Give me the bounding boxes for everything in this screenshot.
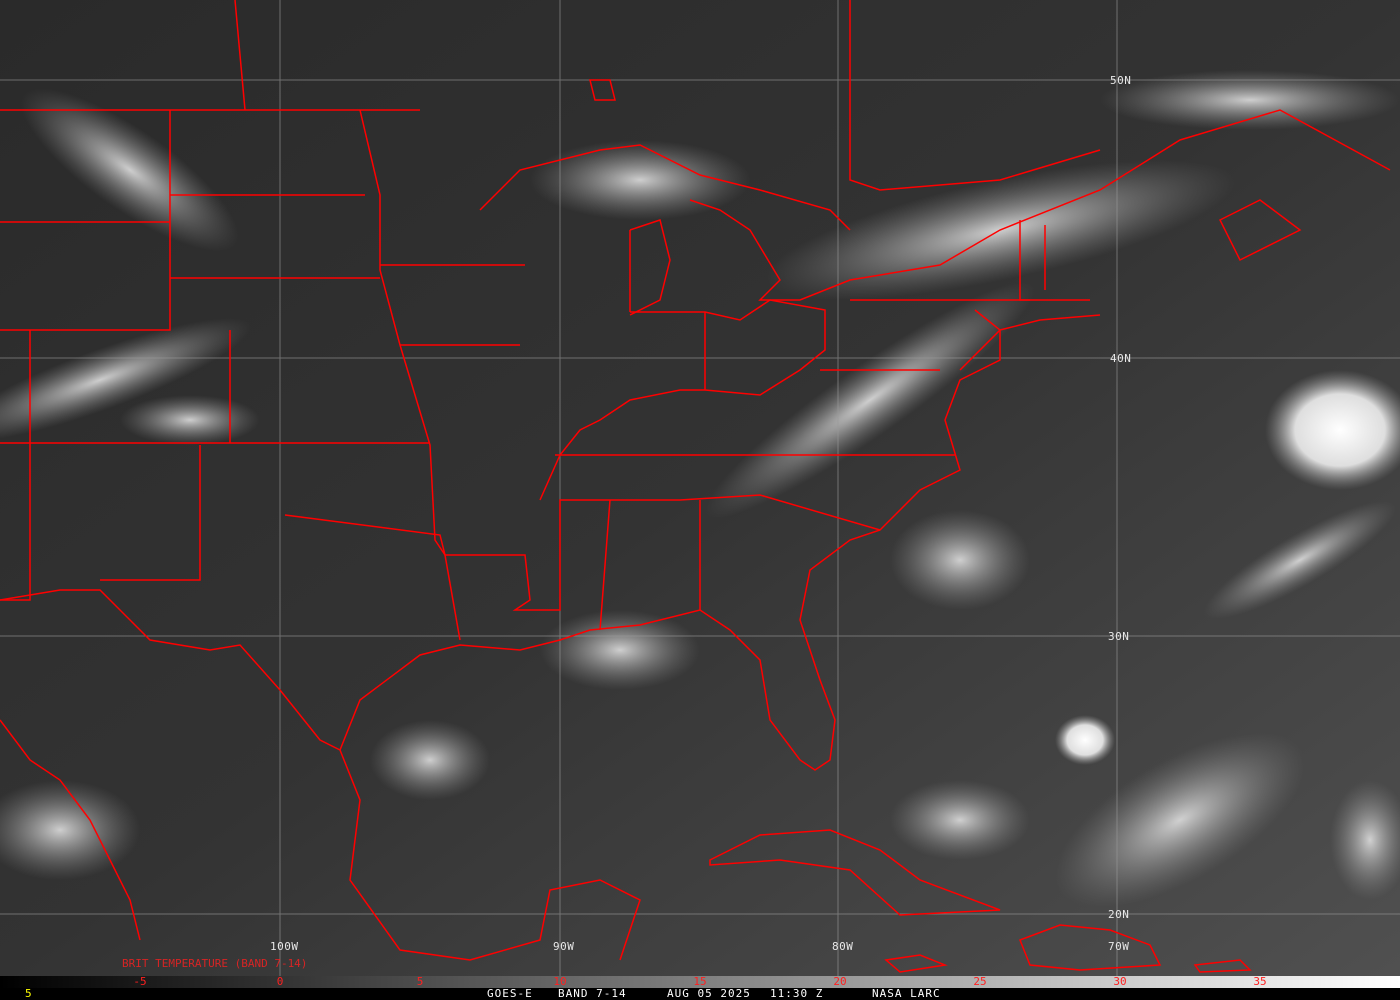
colorbar-tick: 5 <box>416 975 424 988</box>
colorbar-tick: 0 <box>276 975 284 988</box>
footer-bar <box>0 988 1400 1000</box>
colorbar-tick: 15 <box>693 975 707 988</box>
latitude-label: 30N <box>1108 630 1130 643</box>
colorbar <box>0 976 1400 988</box>
latitude-label: 40N <box>1110 352 1132 365</box>
satellite-map <box>0 0 1400 976</box>
longitude-label: 70W <box>1108 940 1130 953</box>
colorbar-tick: 20 <box>833 975 847 988</box>
colorbar-tick: -5 <box>133 975 147 988</box>
band-name: BAND 7-14 <box>558 987 627 1000</box>
graticule <box>0 0 1400 976</box>
source-label: NASA LARC <box>872 987 941 1000</box>
satellite-name: GOES-E <box>487 987 533 1000</box>
cloud-layer <box>0 70 1400 908</box>
latitude-label: 20N <box>1108 908 1130 921</box>
colorbar-tick: 10 <box>553 975 567 988</box>
longitude-label: 80W <box>832 940 854 953</box>
colorbar-tick: 25 <box>973 975 987 988</box>
colorbar-tick: 30 <box>1113 975 1127 988</box>
time-label: 11:30 Z <box>770 987 824 1000</box>
longitude-label: 90W <box>553 940 575 953</box>
date-label: AUG 05 2025 <box>667 987 751 1000</box>
longitude-label: 100W <box>270 940 299 953</box>
latitude-label: 50N <box>1110 74 1132 87</box>
product-label: BRIT TEMPERATURE (BAND 7-14) <box>122 957 308 970</box>
political-borders <box>0 0 1391 973</box>
frame-number: 5 <box>25 987 33 1000</box>
colorbar-tick: 35 <box>1253 975 1267 988</box>
